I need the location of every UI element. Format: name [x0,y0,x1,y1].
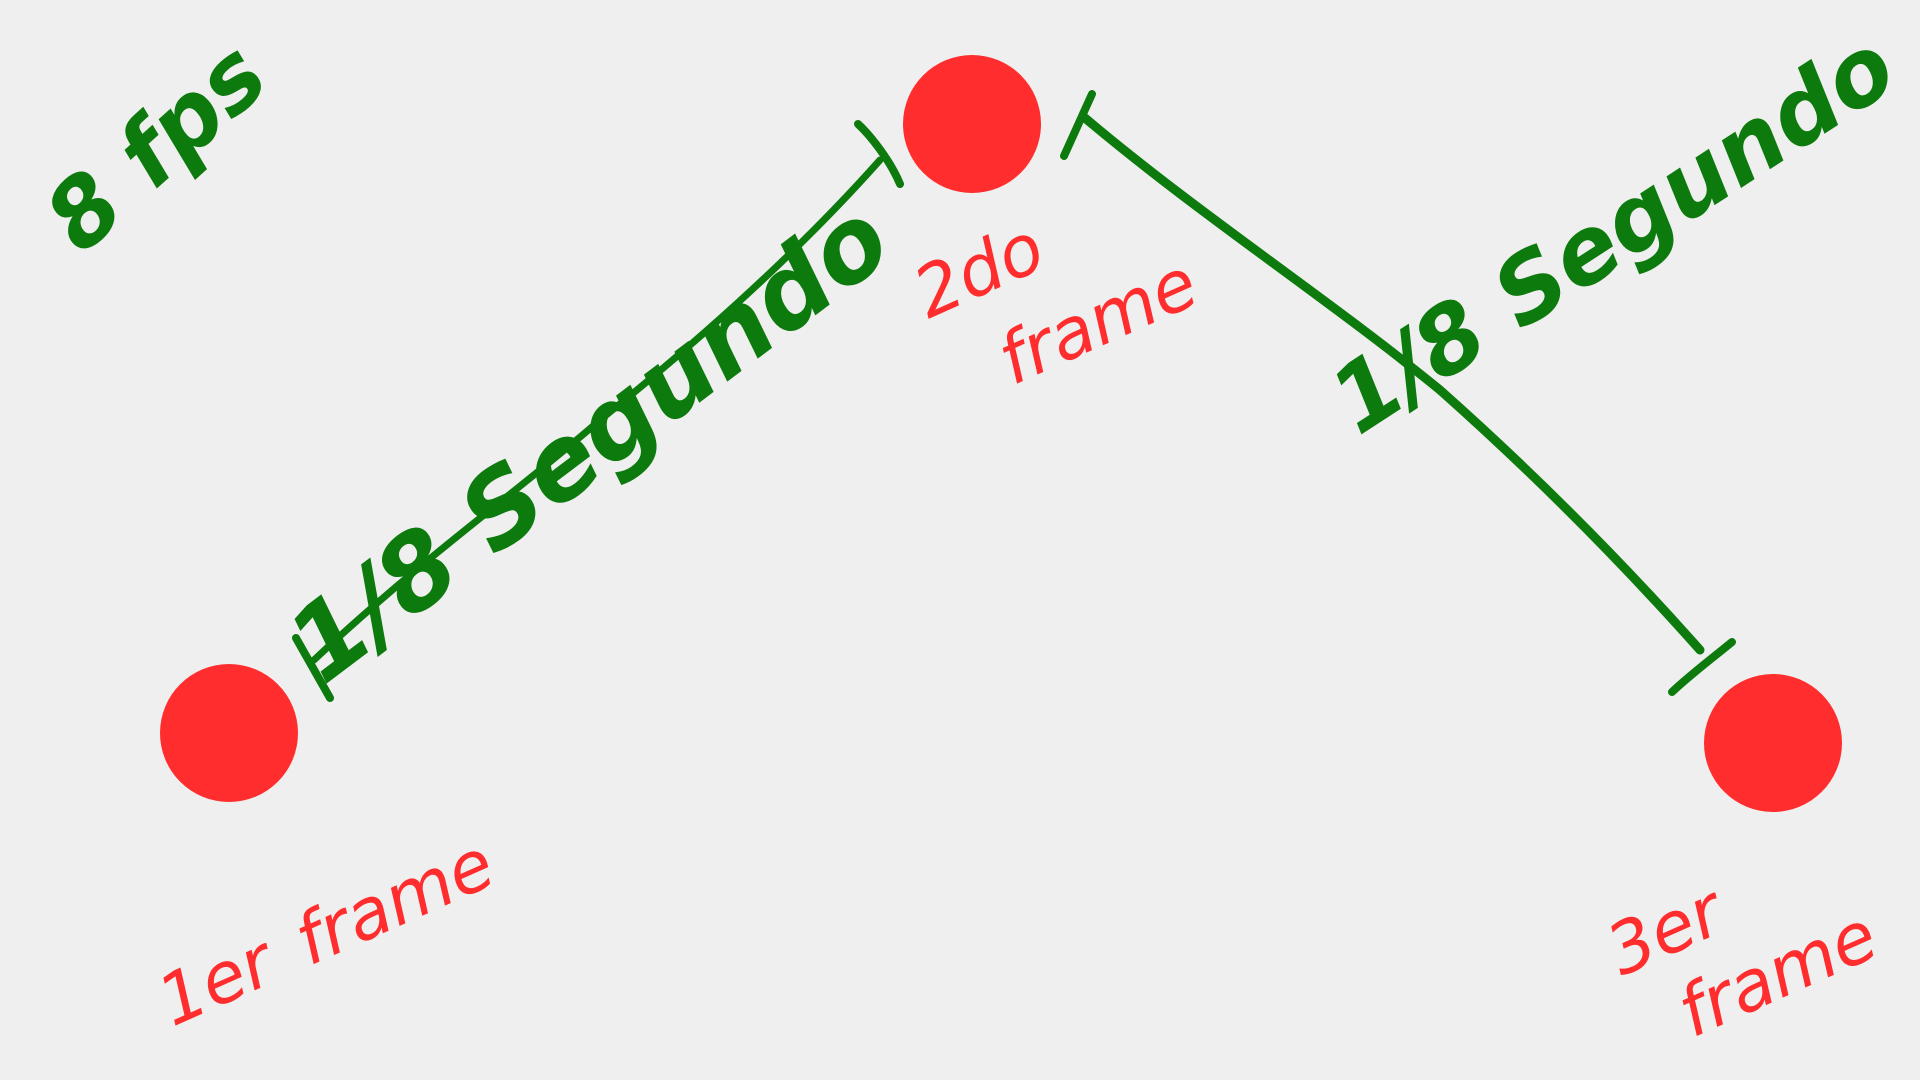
fps-label: 8 fps [25,21,287,272]
interval-1-label: 1/8 Segundo [266,179,912,707]
interval-2-line [1080,113,1705,655]
frame-1-label-line2: frame [283,822,506,981]
frame-dot-1 [160,664,298,802]
interval-2-end-tick [1668,638,1736,696]
interval-1-start-tick [292,634,334,702]
frame-3-label: 3er frame [1595,868,1889,1053]
interval-2-start-tick [1060,90,1096,160]
interval-1-end-tick [854,120,904,188]
frame-1-label-line1: 1er [146,919,290,1043]
interval-1 [292,120,904,702]
frame-1-label: 1er frame [146,822,506,1042]
frame-2-label: 2do frame [902,206,1209,401]
frame-dot-2 [903,55,1041,193]
interval-2-label: 1/8 Segundo [1312,12,1914,455]
frame-dot-3 [1704,674,1842,812]
interval-1-line [310,156,884,664]
interval-2 [1060,90,1736,696]
